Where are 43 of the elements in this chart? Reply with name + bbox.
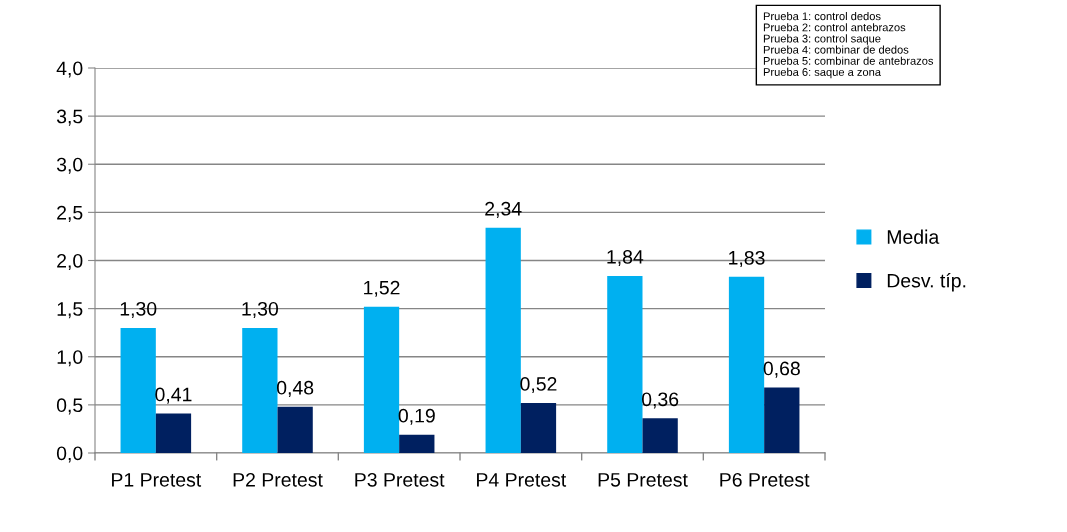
data-label: 0,48 xyxy=(276,380,314,397)
bar xyxy=(520,402,557,453)
y-tick-label: 4,0 xyxy=(56,61,83,78)
bar xyxy=(277,406,313,453)
text: Prueba 2: control antebrazos xyxy=(763,23,906,32)
legend-label: Desv. típ. xyxy=(887,273,966,292)
data-label: 1,83 xyxy=(729,250,765,267)
y-tick-label: 3,0 xyxy=(56,157,83,174)
text: Prueba 3: control saque xyxy=(763,34,881,45)
x-tick-label: P4 Pretest xyxy=(477,473,567,487)
bar xyxy=(642,418,678,453)
x-tick-label: P6 Pretest xyxy=(720,472,810,487)
y-tick-label: 0,5 xyxy=(56,398,83,415)
y-tick-label: 2,5 xyxy=(57,205,83,222)
text: Prueba 1: control dedos xyxy=(763,12,881,21)
x-tick-label: P2 Pretest xyxy=(233,472,323,487)
bar xyxy=(242,327,278,453)
data-label: 1,30 xyxy=(120,301,157,318)
bar xyxy=(607,275,643,453)
bar xyxy=(485,227,521,453)
bar xyxy=(120,327,156,453)
data-label: 1,52 xyxy=(364,280,400,297)
text: Prueba 4: combinar de dedos xyxy=(763,45,909,54)
bar xyxy=(728,276,765,453)
bar xyxy=(399,434,435,453)
x-tick-label: P3 Pretest xyxy=(355,472,445,487)
x-tick-label: P5 Pretest xyxy=(598,473,688,487)
bar xyxy=(155,413,192,453)
y-tick-label: 1,0 xyxy=(57,350,83,367)
legend-label: Media xyxy=(887,229,940,244)
y-tick-label: 0,0 xyxy=(56,446,83,463)
data-label: 0,36 xyxy=(641,392,679,409)
data-label: 1,30 xyxy=(242,301,279,318)
y-tick-label: 1,5 xyxy=(57,302,83,319)
x-tick-label: P1 Pretest xyxy=(112,473,202,487)
text: Prueba 5: combinar de antebrazos xyxy=(763,56,934,65)
bar xyxy=(363,306,400,453)
y-tick-label: 2,0 xyxy=(57,253,83,271)
data-label: 1,84 xyxy=(607,249,644,267)
bar xyxy=(764,387,800,453)
y-tick-label: 3,5 xyxy=(56,109,83,126)
data-label: 2,34 xyxy=(485,201,522,218)
annotation: Prueba 6: saque a zona xyxy=(763,67,881,79)
